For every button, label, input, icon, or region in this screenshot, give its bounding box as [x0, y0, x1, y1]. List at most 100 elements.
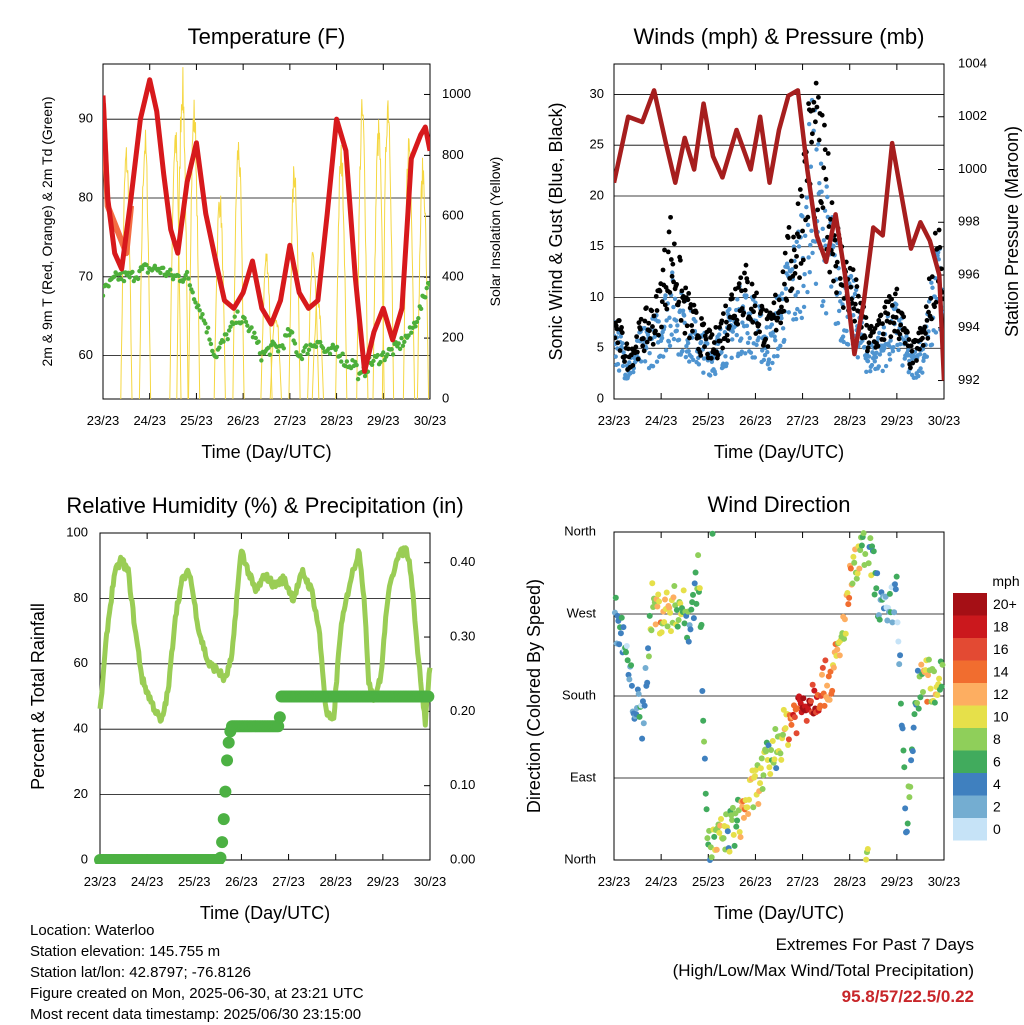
gust-point: [736, 281, 742, 287]
x-tick-label: 26/23: [739, 413, 772, 428]
y-tick-label: 40: [74, 721, 88, 736]
direction-point: [785, 736, 792, 743]
wind-point: [621, 350, 626, 355]
direction-point: [661, 619, 668, 626]
gust-point: [756, 322, 762, 327]
gust-point: [651, 313, 657, 319]
gust-point: [854, 284, 860, 289]
gust-point: [773, 292, 778, 298]
y-right-tick-label: 992: [958, 372, 980, 387]
wind-point: [916, 373, 921, 379]
wind-point: [846, 342, 851, 347]
gust-point: [647, 328, 652, 334]
wind-point: [836, 308, 842, 314]
gust-point: [654, 308, 660, 313]
gust-point: [715, 352, 721, 358]
colorbar-label: 6: [993, 753, 1001, 769]
direction-point: [662, 596, 669, 603]
wind-point: [686, 348, 691, 354]
gust-point: [795, 201, 801, 207]
gust-point: [771, 300, 777, 306]
gust-point: [896, 336, 902, 342]
direction-point: [711, 833, 718, 840]
gust-point: [799, 193, 805, 199]
wind-point: [730, 329, 735, 334]
gust-point: [741, 310, 747, 316]
direction-point: [870, 548, 877, 555]
gust-point: [830, 251, 836, 257]
dewpoint-point: [140, 266, 145, 272]
gust-point: [788, 258, 794, 264]
gust-point: [635, 356, 641, 362]
wind-point: [797, 309, 803, 315]
wind-point: [642, 325, 647, 331]
gust-point: [729, 292, 735, 298]
precip-point: [214, 851, 227, 864]
wind-point: [680, 348, 685, 354]
direction-point: [900, 747, 907, 754]
direction-point: [862, 551, 869, 558]
direction-point: [897, 700, 904, 707]
dewpoint-point: [414, 319, 420, 325]
gust-point: [863, 315, 869, 320]
dewpoint-point: [170, 276, 176, 282]
gust-point: [671, 241, 677, 247]
gust-point: [853, 277, 859, 283]
humidity-precip-panel: Relative Humidity (%) & Precipitation (i…: [28, 493, 475, 923]
dewpoint-point: [239, 320, 244, 325]
x-tick-label: 24/23: [645, 413, 678, 428]
gust-point: [698, 353, 704, 358]
location-text: Location: Waterloo: [30, 922, 155, 939]
wind-point: [645, 332, 651, 337]
direction-point: [782, 725, 789, 732]
dewpoint-point: [135, 276, 141, 282]
gust-point: [794, 253, 799, 259]
gust-point: [797, 275, 802, 281]
gust-point: [829, 200, 835, 206]
gust-point: [653, 293, 659, 299]
gust-point: [862, 335, 868, 340]
gust-point: [816, 137, 822, 143]
colorbar-swatch: [953, 705, 987, 728]
wind-point: [881, 325, 887, 330]
direction-point: [758, 755, 765, 762]
direction-point: [817, 702, 824, 709]
gust-point: [696, 335, 702, 340]
wind-point: [824, 184, 829, 189]
wind-point: [844, 328, 849, 334]
direction-point: [675, 616, 682, 623]
gust-point: [825, 151, 831, 156]
wind-point: [807, 270, 812, 275]
direction-point: [752, 767, 759, 774]
direction-point: [729, 817, 736, 824]
wind-point: [740, 320, 745, 325]
y-tick-label: 0: [597, 390, 604, 405]
gust-point: [841, 296, 847, 301]
extremes-title: Extremes For Past 7 Days: [775, 935, 974, 954]
x-tick-label: 25/23: [692, 413, 725, 428]
x-tick-label: 27/23: [274, 413, 307, 428]
direction-point: [736, 828, 743, 835]
gust-point: [910, 360, 916, 366]
colorbar-label: 4: [993, 776, 1001, 792]
wind-point: [820, 226, 825, 232]
wind-point: [779, 316, 784, 321]
wind-point: [929, 342, 935, 347]
wind-point: [713, 371, 718, 377]
direction-point: [860, 530, 867, 537]
gust-point: [894, 286, 900, 292]
direction-point: [726, 848, 733, 855]
direction-point: [695, 552, 702, 559]
dewpoint-point: [127, 275, 132, 280]
direction-point: [628, 682, 635, 689]
dewpoint-point: [232, 314, 237, 319]
direction-point: [917, 694, 924, 701]
y-tick-label: 100: [66, 524, 88, 539]
dewpoint-point: [243, 319, 249, 325]
gust-point: [864, 322, 870, 328]
wind-point: [745, 331, 750, 336]
direction-point: [636, 713, 643, 720]
gust-point: [676, 299, 682, 305]
y-right-tick-label: 998: [958, 214, 980, 229]
dewpoint-point: [235, 309, 240, 314]
